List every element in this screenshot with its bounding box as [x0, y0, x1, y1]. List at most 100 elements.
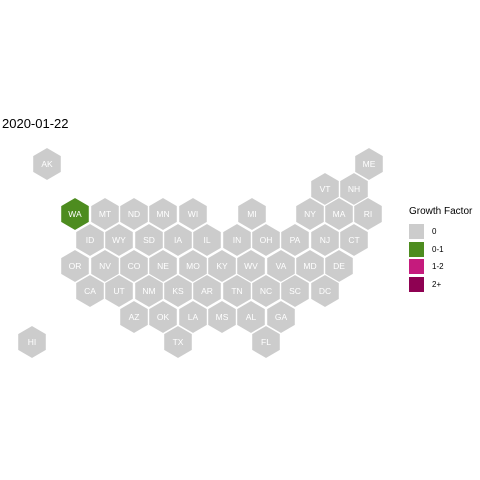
state-label: NJ — [320, 235, 330, 245]
state-label: AK — [41, 159, 53, 169]
state-label: AL — [246, 312, 257, 322]
state-label: MT — [99, 209, 111, 219]
legend-title: Growth Factor — [409, 206, 473, 217]
state-hex-shape — [17, 324, 47, 360]
legend-swatch — [409, 276, 424, 292]
state-hex-mn: MN — [148, 196, 178, 232]
state-hex-shape — [60, 196, 90, 232]
state-hex-or: OR — [60, 248, 90, 284]
state-label: MD — [303, 261, 316, 271]
legend-item-0-1: 0-1 — [409, 241, 472, 259]
state-label: MO — [186, 261, 200, 271]
state-label: AZ — [129, 312, 140, 322]
legend-swatch — [409, 241, 424, 257]
state-label: CT — [348, 235, 359, 245]
state-label: AR — [201, 286, 213, 296]
state-label: ND — [128, 209, 140, 219]
legend-swatch — [409, 224, 424, 240]
state-hex-ok: OK — [148, 299, 178, 335]
state-hex-wy: WY — [104, 222, 134, 258]
legend-swatch — [409, 259, 424, 275]
state-label: VT — [320, 184, 331, 194]
state-hex-shape — [339, 222, 369, 258]
state-label: ME — [363, 159, 376, 169]
state-hex-shape — [280, 222, 310, 258]
state-hex-wi: WI — [178, 196, 208, 232]
state-label: OR — [69, 261, 82, 271]
state-hex-wa: WA — [60, 196, 90, 232]
state-hex-il: IL — [192, 222, 222, 258]
legend-label: 0 — [432, 227, 437, 237]
state-hex-al: AL — [236, 299, 266, 335]
state-hex-shape — [163, 324, 193, 360]
legend-label: 2+ — [432, 279, 442, 289]
state-hex-me: ME — [354, 146, 384, 182]
state-hex-sc: SC — [280, 273, 310, 309]
state-hex-shape — [310, 273, 340, 309]
state-label: HI — [28, 337, 37, 347]
state-hex-ak: AK — [32, 146, 62, 182]
state-label: GA — [275, 312, 288, 322]
state-label: NM — [142, 286, 155, 296]
state-hex-shape — [236, 299, 266, 335]
state-hex-pa: PA — [280, 222, 310, 258]
state-label: MI — [247, 209, 256, 219]
state-hex-shape — [251, 324, 281, 360]
state-hex-shape — [148, 196, 178, 232]
state-hex-ri: RI — [353, 196, 383, 232]
legend: Growth Factor 0 0-1 1-2 2+ — [409, 206, 472, 293]
state-hex-ct: CT — [339, 222, 369, 258]
state-label: RI — [364, 209, 373, 219]
state-hex-shape — [280, 273, 310, 309]
state-label: NC — [260, 286, 272, 296]
state-label: NV — [99, 261, 111, 271]
state-hex-dc: DC — [310, 273, 340, 309]
state-hex-fl: FL — [251, 324, 281, 360]
state-hex-shape — [104, 273, 134, 309]
state-label: SC — [289, 286, 301, 296]
state-hex-shape — [60, 248, 90, 284]
state-hex-tx: TX — [163, 324, 193, 360]
state-label: VA — [276, 261, 287, 271]
state-label: MN — [156, 209, 169, 219]
map-title: 2020-01-22 — [2, 116, 69, 131]
state-label: FL — [261, 337, 271, 347]
state-label: IL — [203, 235, 210, 245]
state-label: LA — [188, 312, 199, 322]
legend-item-2-plus: 2+ — [409, 276, 472, 294]
state-label: KY — [216, 261, 228, 271]
legend-label: 1-2 — [432, 262, 444, 272]
state-label: UT — [113, 286, 124, 296]
state-hex-ar: AR — [192, 273, 222, 309]
state-hex-shape — [104, 222, 134, 258]
state-label: SD — [143, 235, 155, 245]
state-label: DC — [319, 286, 331, 296]
state-label: CO — [128, 261, 141, 271]
state-label: NY — [304, 209, 316, 219]
state-label: OH — [260, 235, 273, 245]
state-label: IA — [174, 235, 182, 245]
state-hex-shape — [266, 299, 296, 335]
state-label: NE — [157, 261, 169, 271]
state-label: ID — [86, 235, 95, 245]
state-label: WY — [112, 235, 126, 245]
legend-item-1-2: 1-2 — [409, 258, 472, 276]
state-label: PA — [290, 235, 301, 245]
state-label: IN — [233, 235, 242, 245]
state-hex-ga: GA — [266, 299, 296, 335]
legend-item-0: 0 — [409, 223, 472, 241]
state-hex-shape — [353, 196, 383, 232]
state-hex-shape — [237, 196, 267, 232]
state-label: WA — [68, 209, 82, 219]
legend-label: 0-1 — [432, 244, 444, 254]
state-label: WI — [188, 209, 198, 219]
state-hex-shape — [192, 273, 222, 309]
state-hex-shape — [192, 222, 222, 258]
state-label: MA — [333, 209, 346, 219]
state-hex-hi: HI — [17, 324, 47, 360]
state-label: CA — [84, 286, 96, 296]
state-hex-mi: MI — [237, 196, 267, 232]
state-label: TN — [231, 286, 242, 296]
